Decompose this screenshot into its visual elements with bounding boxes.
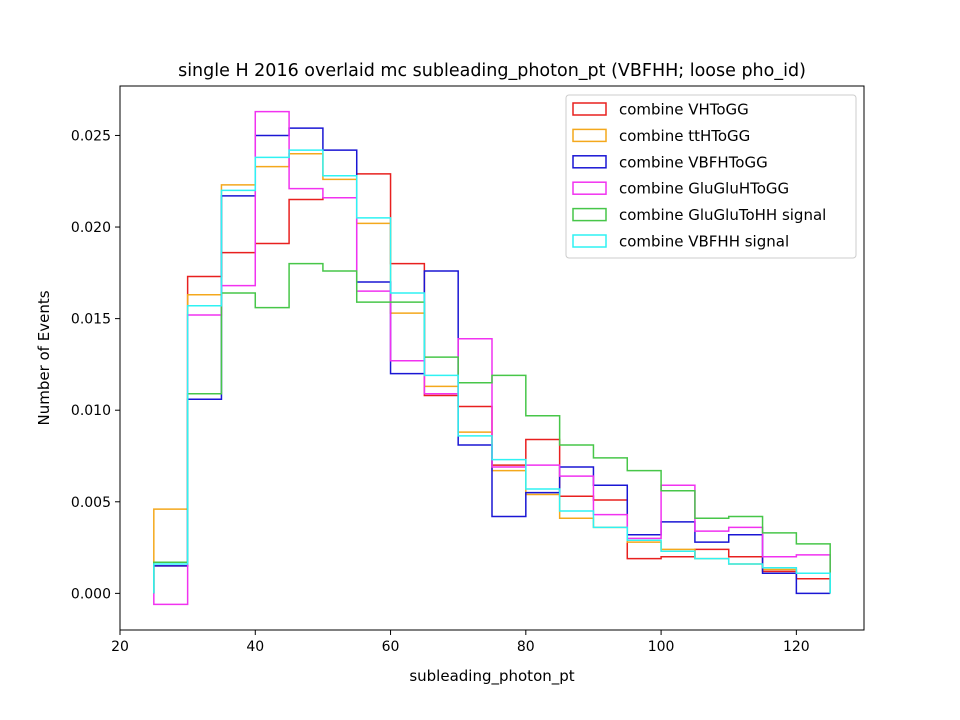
legend-label-3: combine GluGluHToGG	[619, 180, 789, 198]
x-tick-label: 120	[783, 639, 810, 655]
legend-swatch-2	[572, 155, 607, 169]
legend-swatch-5	[572, 234, 607, 248]
y-tick-label: 0.015	[71, 312, 111, 328]
x-tick-label: 20	[111, 639, 129, 655]
x-tick-label: 60	[382, 639, 400, 655]
x-axis-title: subleading_photon_pt	[409, 667, 574, 686]
chart-title: single H 2016 overlaid mc subleading_pho…	[178, 61, 806, 81]
legend-swatch-3	[572, 181, 607, 195]
legend-label-5: combine VBFHH signal	[619, 233, 789, 251]
legend-frame	[565, 94, 857, 259]
series-5-outline	[153, 149, 831, 594]
x-tick-label: 40	[246, 639, 264, 655]
legend: combine VHToGG combine ttHToGG combine VBF…	[565, 94, 857, 259]
legend-swatch-0	[572, 102, 607, 116]
y-tick-label: 0.025	[71, 128, 111, 144]
legend-label-2: combine VBFHToGG	[619, 153, 768, 171]
x-axis-ticks: 20 40 60 80 100 120	[111, 630, 810, 655]
plot-frame	[119, 85, 865, 631]
series-layer	[153, 110, 831, 606]
y-tick-label: 0.020	[71, 220, 111, 236]
x-tick-label: 100	[648, 639, 675, 655]
legend-swatch-1	[572, 128, 607, 143]
x-tick-label: 80	[517, 639, 535, 655]
legend-swatch-4	[572, 207, 607, 222]
y-tick-label: 0.000	[71, 586, 111, 602]
y-axis-title: Number of Events	[35, 290, 53, 425]
legend-label-4: combine GluGluToHH signal	[619, 206, 826, 224]
y-tick-label: 0.005	[71, 495, 111, 511]
legend-label-1: combine ttHToGG	[619, 127, 750, 145]
series-3-outline	[153, 110, 831, 606]
y-tick-label: 0.010	[71, 403, 111, 419]
series-4-outline	[153, 262, 831, 594]
legend-label-0: combine VHToGG	[619, 101, 749, 119]
y-axis-ticks: 0.000 0.005 0.010 0.015 0.020 0.025	[71, 128, 120, 602]
